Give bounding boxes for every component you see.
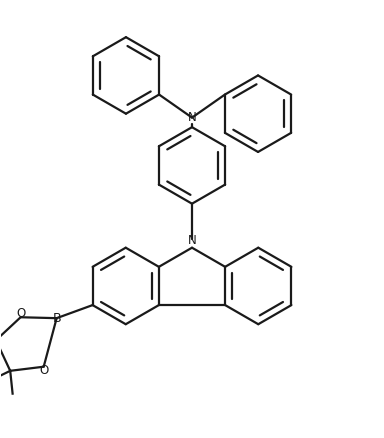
Text: O: O xyxy=(39,364,48,377)
Text: N: N xyxy=(188,234,196,247)
Text: N: N xyxy=(188,111,196,124)
Text: O: O xyxy=(16,307,25,320)
Text: B: B xyxy=(52,312,61,325)
